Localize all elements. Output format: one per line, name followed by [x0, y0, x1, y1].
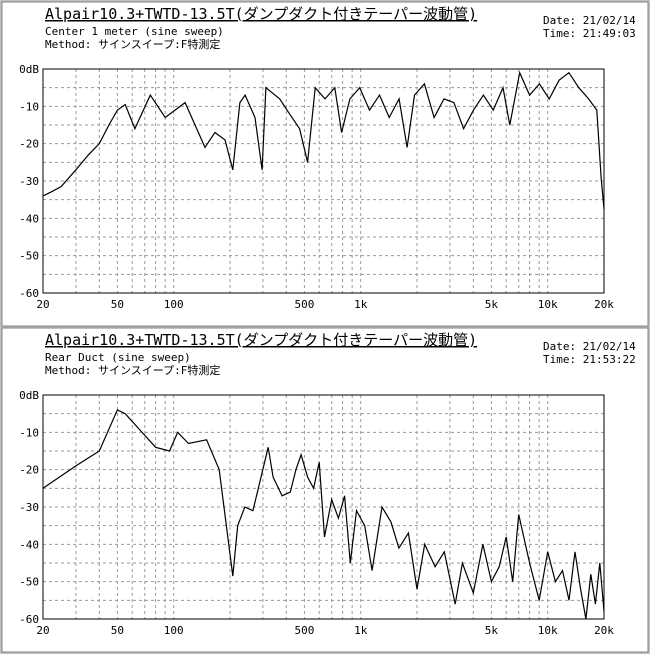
- panel-background: [1, 327, 649, 653]
- panel: Alpair10.3+TWTD-13.5T(ダンプダクト付きテーパー波動管) Re…: [1, 327, 649, 653]
- x-tick-label: 100: [164, 298, 184, 311]
- x-tick-label: 10k: [538, 624, 558, 637]
- subtitle: Center 1 meter (sine sweep): [45, 25, 224, 38]
- response-line: [42, 409, 605, 620]
- x-tick-label: 100: [164, 624, 184, 637]
- y-tick-label: -30: [19, 175, 39, 188]
- y-tick-label: -40: [19, 538, 39, 551]
- y-tick-label: 0dB: [19, 63, 39, 76]
- chart-title: Alpair10.3+TWTD-13.5T(ダンプダクト付きテーパー波動管): [45, 5, 477, 23]
- y-tick-label: -50: [19, 250, 39, 263]
- x-tick-label: 5k: [485, 624, 499, 637]
- x-tick-label: 5k: [485, 298, 499, 311]
- y-tick-label: 0dB: [19, 389, 39, 402]
- plot-frame: [42, 394, 605, 620]
- y-tick-label: -40: [19, 212, 39, 225]
- y-tick-label: -60: [19, 613, 39, 626]
- x-tick-label: 20k: [594, 624, 614, 637]
- date: Date: 21/02/14: [543, 14, 636, 27]
- y-tick-label: -20: [19, 138, 39, 151]
- plot-frame: [42, 68, 605, 294]
- x-tick-label: 1k: [354, 624, 368, 637]
- x-tick-label: 10k: [538, 298, 558, 311]
- panel: Alpair10.3+TWTD-13.5T(ダンプダクト付きテーパー波動管) Ce…: [1, 1, 649, 327]
- x-tick-label: 20: [36, 624, 49, 637]
- date: Date: 21/02/14: [543, 340, 636, 353]
- y-tick-label: -20: [19, 464, 39, 477]
- x-tick-label: 500: [294, 298, 314, 311]
- method: Method: サインスイープ:F特測定: [45, 363, 220, 377]
- method: Method: サインスイープ:F特測定: [45, 37, 220, 51]
- y-tick-label: -60: [19, 287, 39, 300]
- x-tick-label: 20k: [594, 298, 614, 311]
- subtitle: Rear Duct (sine sweep): [45, 351, 191, 364]
- time: Time: 21:53:22: [543, 353, 636, 366]
- x-tick-label: 20: [36, 298, 49, 311]
- y-tick-label: -50: [19, 576, 39, 589]
- y-tick-label: -30: [19, 501, 39, 514]
- y-tick-label: -10: [19, 100, 39, 113]
- x-tick-label: 1k: [354, 298, 368, 311]
- time: Time: 21:49:03: [543, 27, 636, 40]
- x-tick-label: 500: [294, 624, 314, 637]
- y-tick-label: -10: [19, 426, 39, 439]
- panel-background: [1, 1, 649, 327]
- x-tick-label: 50: [111, 624, 124, 637]
- chart-title: Alpair10.3+TWTD-13.5T(ダンプダクト付きテーパー波動管): [45, 331, 477, 349]
- response-line: [42, 70, 605, 210]
- x-tick-label: 50: [111, 298, 124, 311]
